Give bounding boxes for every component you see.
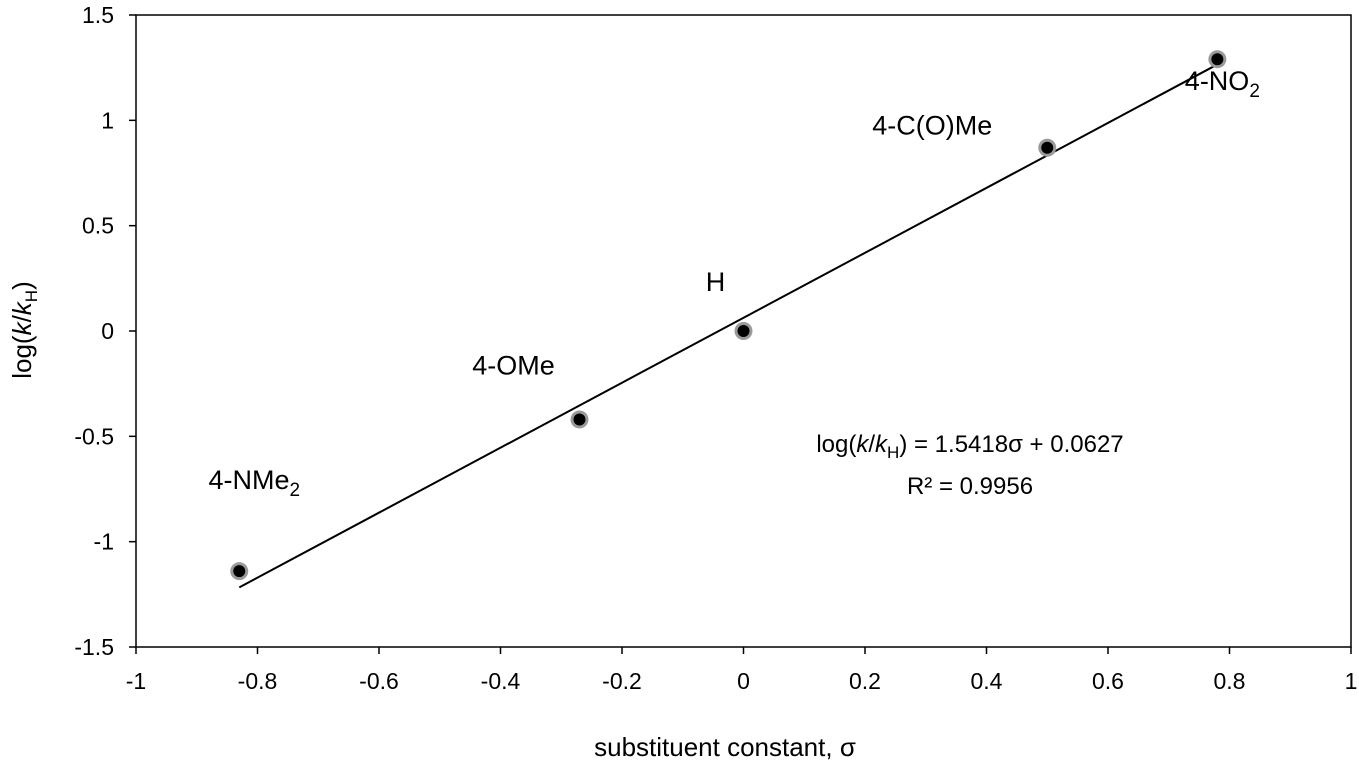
r-squared-text: R² = 0.9956 bbox=[907, 473, 1033, 500]
x-tick-label: -0.6 bbox=[359, 668, 399, 694]
y-tick-label: 1 bbox=[101, 107, 114, 133]
point-label: H bbox=[706, 267, 726, 297]
data-point bbox=[1211, 53, 1224, 66]
y-tick-labels: -1.5 -1 -0.5 0 0.5 1 1.5 bbox=[74, 2, 136, 660]
x-tick-label: 0.8 bbox=[1214, 668, 1246, 694]
y-tick-label: -1.5 bbox=[74, 634, 114, 660]
data-point bbox=[737, 325, 750, 337]
point-label: 4-NMe2 bbox=[208, 465, 300, 501]
y-tick-label: 1.5 bbox=[82, 2, 114, 28]
x-tick-labels: -1 -0.8 -0.6 -0.4 -0.2 0 0.2 0.4 0.6 0.8 1 bbox=[126, 647, 1358, 694]
y-tick-label: 0 bbox=[101, 318, 114, 344]
y-axis-title: log(k/kH) bbox=[7, 281, 41, 379]
x-tick-label: -0.2 bbox=[602, 668, 642, 694]
point-labels: 4-NMe2 4-OMe H 4-C(O)Me 4-NO2 bbox=[208, 66, 1259, 501]
x-tick-label: 1 bbox=[1345, 668, 1358, 694]
x-tick-label: 0.6 bbox=[1092, 668, 1124, 694]
data-point bbox=[1041, 141, 1054, 154]
point-label: 4-OMe bbox=[472, 350, 555, 380]
x-tick-label: -1 bbox=[126, 668, 146, 694]
equation-text: log(k/kH) = 1.5418σ + 0.0627 bbox=[816, 431, 1123, 462]
data-point bbox=[573, 413, 586, 426]
x-tick-label: 0.4 bbox=[971, 668, 1003, 694]
x-tick-label: 0 bbox=[737, 668, 750, 694]
x-tick-label: -0.8 bbox=[238, 668, 278, 694]
y-tick-label: -0.5 bbox=[74, 423, 114, 449]
y-tick-label: -1 bbox=[94, 529, 114, 555]
y-tick-label: 0.5 bbox=[82, 213, 114, 239]
x-tick-label: 0.2 bbox=[849, 668, 881, 694]
point-label: 4-NO2 bbox=[1185, 66, 1260, 102]
data-point bbox=[233, 565, 246, 578]
data-points bbox=[230, 50, 1227, 581]
point-label: 4-C(O)Me bbox=[872, 111, 992, 141]
trendline bbox=[238, 63, 1218, 589]
x-tick-label: -0.4 bbox=[481, 668, 521, 694]
x-axis-title: substituent constant, σ bbox=[594, 732, 856, 762]
